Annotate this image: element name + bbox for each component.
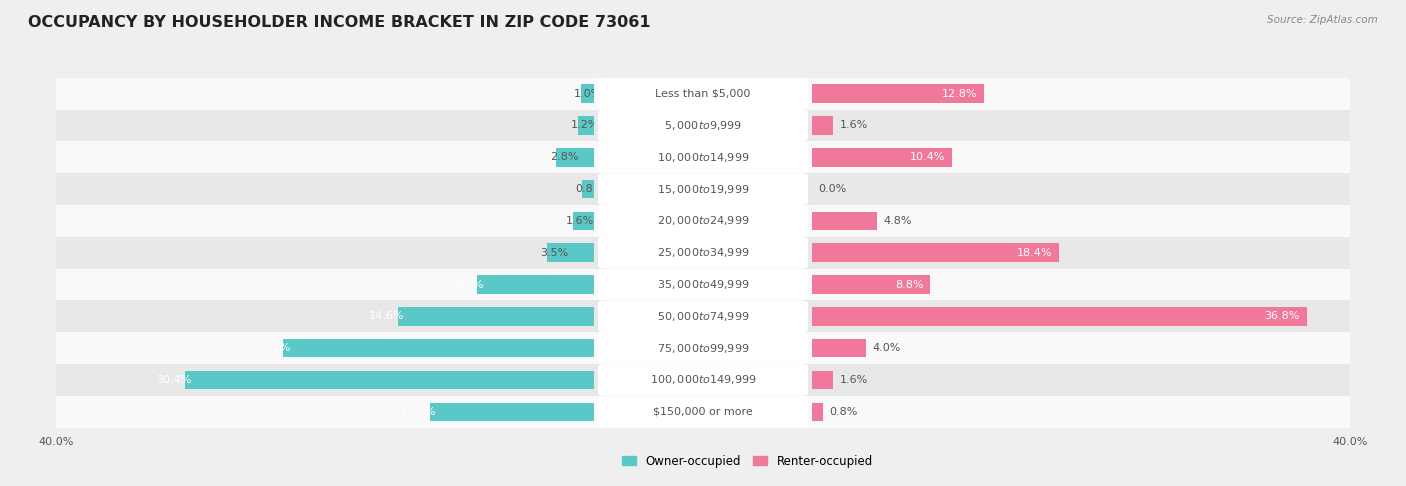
Bar: [56, 269, 593, 300]
Bar: [56, 332, 593, 364]
Bar: [813, 116, 834, 135]
Bar: [813, 237, 1350, 269]
Text: $75,000 to $99,999: $75,000 to $99,999: [657, 342, 749, 355]
Bar: [813, 307, 1306, 326]
Bar: [56, 173, 593, 205]
Text: $20,000 to $24,999: $20,000 to $24,999: [657, 214, 749, 227]
Bar: [56, 300, 593, 332]
Bar: [578, 116, 593, 135]
Bar: [547, 243, 593, 262]
Text: 1.6%: 1.6%: [565, 216, 595, 226]
Text: 36.8%: 36.8%: [1264, 312, 1301, 321]
Text: 0.8%: 0.8%: [830, 407, 858, 417]
Bar: [813, 85, 984, 103]
Text: Source: ZipAtlas.com: Source: ZipAtlas.com: [1267, 15, 1378, 25]
Bar: [56, 205, 593, 237]
Bar: [813, 141, 1350, 173]
Bar: [813, 402, 823, 421]
Bar: [813, 148, 952, 167]
Text: 12.8%: 12.8%: [942, 88, 977, 99]
Text: $10,000 to $14,999: $10,000 to $14,999: [657, 151, 749, 164]
Text: OCCUPANCY BY HOUSEHOLDER INCOME BRACKET IN ZIP CODE 73061: OCCUPANCY BY HOUSEHOLDER INCOME BRACKET …: [28, 15, 651, 30]
Text: 0.87%: 0.87%: [575, 184, 612, 194]
Bar: [582, 180, 593, 198]
Bar: [56, 396, 593, 428]
Text: $15,000 to $19,999: $15,000 to $19,999: [657, 183, 749, 195]
Bar: [56, 364, 593, 396]
Bar: [813, 300, 1350, 332]
Text: $150,000 or more: $150,000 or more: [654, 407, 752, 417]
Text: 23.1%: 23.1%: [254, 343, 290, 353]
Bar: [477, 275, 593, 294]
Text: 4.8%: 4.8%: [883, 216, 911, 226]
Text: 1.6%: 1.6%: [841, 121, 869, 130]
Bar: [813, 364, 1350, 396]
Bar: [813, 339, 866, 357]
Text: 2.8%: 2.8%: [550, 152, 578, 162]
Text: 10.4%: 10.4%: [910, 152, 945, 162]
Bar: [56, 78, 593, 109]
Text: 8.8%: 8.8%: [896, 279, 924, 290]
Bar: [813, 109, 1350, 141]
Bar: [430, 402, 593, 421]
Bar: [813, 371, 834, 389]
Text: $25,000 to $34,999: $25,000 to $34,999: [657, 246, 749, 259]
Bar: [581, 85, 593, 103]
Text: $5,000 to $9,999: $5,000 to $9,999: [664, 119, 742, 132]
Bar: [813, 332, 1350, 364]
Bar: [56, 237, 593, 269]
Bar: [186, 371, 593, 389]
Text: 1.2%: 1.2%: [571, 121, 599, 130]
Bar: [56, 109, 593, 141]
Bar: [813, 212, 876, 230]
Bar: [284, 339, 593, 357]
Bar: [398, 307, 593, 326]
Bar: [813, 396, 1350, 428]
Bar: [56, 141, 593, 173]
Bar: [557, 148, 593, 167]
Text: 3.5%: 3.5%: [540, 248, 568, 258]
Bar: [813, 78, 1350, 109]
Text: $100,000 to $149,999: $100,000 to $149,999: [650, 373, 756, 386]
Text: 1.0%: 1.0%: [574, 88, 602, 99]
Text: $35,000 to $49,999: $35,000 to $49,999: [657, 278, 749, 291]
Text: 18.4%: 18.4%: [1017, 248, 1053, 258]
Text: 14.6%: 14.6%: [370, 312, 405, 321]
Text: 30.4%: 30.4%: [156, 375, 193, 385]
Bar: [813, 205, 1350, 237]
Text: Less than $5,000: Less than $5,000: [655, 88, 751, 99]
Text: 4.0%: 4.0%: [873, 343, 901, 353]
Legend: Owner-occupied, Renter-occupied: Owner-occupied, Renter-occupied: [621, 454, 873, 468]
Bar: [813, 173, 1350, 205]
Text: 8.7%: 8.7%: [456, 279, 484, 290]
Bar: [813, 243, 1059, 262]
Text: 12.2%: 12.2%: [401, 407, 437, 417]
Bar: [813, 275, 931, 294]
Bar: [813, 269, 1350, 300]
Text: 0.0%: 0.0%: [818, 184, 846, 194]
Text: 1.6%: 1.6%: [841, 375, 869, 385]
Bar: [572, 212, 593, 230]
Text: $50,000 to $74,999: $50,000 to $74,999: [657, 310, 749, 323]
